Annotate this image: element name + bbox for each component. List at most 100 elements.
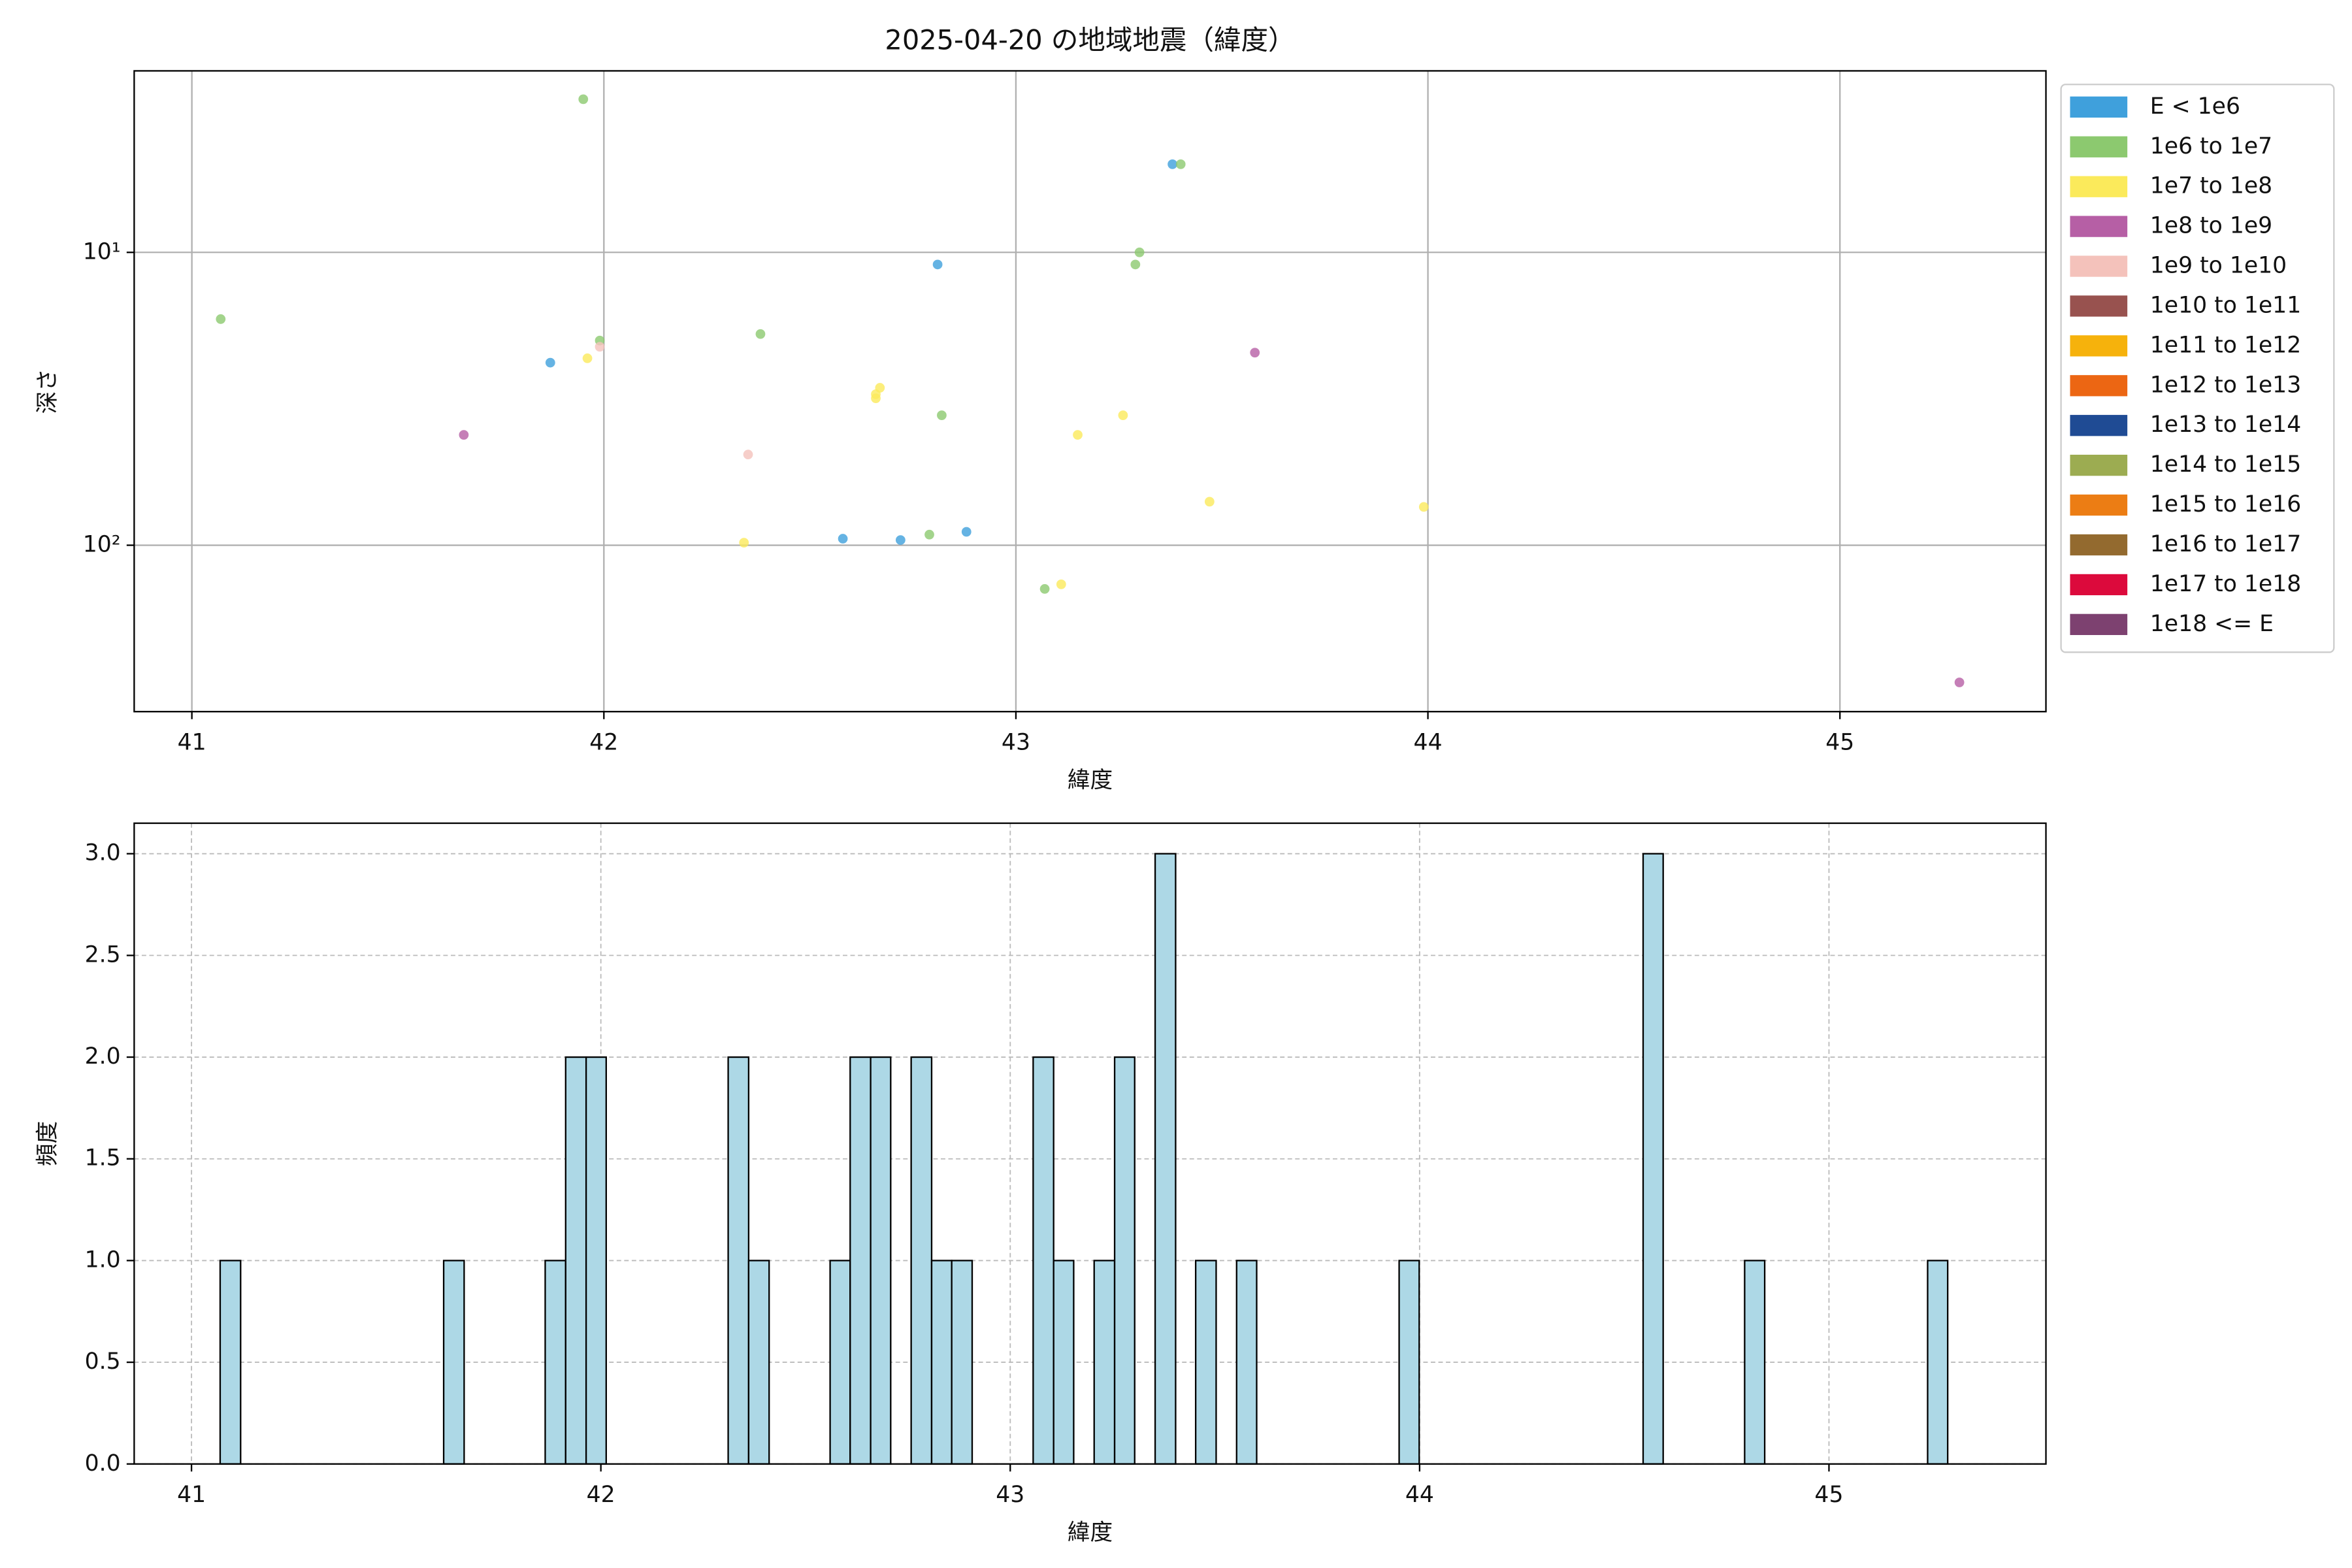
x-tick-label: 44 (1405, 1482, 1434, 1508)
bar (747, 1260, 770, 1465)
point (545, 357, 555, 368)
x-tick-label: 42 (587, 1482, 615, 1508)
point (1056, 580, 1066, 589)
bar (544, 1260, 566, 1465)
bar (1235, 1260, 1258, 1465)
point (755, 329, 766, 339)
point (1954, 678, 1965, 687)
chart-title: 2025-04-20 の地域地震（緯度） (885, 24, 1295, 56)
legend-label: 1e15 to 1e16 (2150, 491, 2301, 517)
axes-frame (133, 822, 2047, 1465)
legend-swatch (2070, 216, 2128, 237)
legend-swatch (2070, 415, 2128, 436)
x-axis-label: 緯度 (1068, 767, 1113, 793)
legend-swatch (2070, 534, 2128, 556)
legend-swatch (2070, 375, 2128, 397)
bar (727, 1056, 750, 1465)
plot-area (126, 823, 2046, 1472)
point (875, 383, 885, 393)
point (1204, 497, 1215, 507)
bar (1927, 1260, 1949, 1465)
point (1039, 584, 1050, 594)
legend-label: 1e10 to 1e11 (2150, 292, 2301, 318)
legend-swatch (2070, 574, 2128, 596)
y-tick-label: 2.0 (85, 1043, 121, 1070)
y-tick-label: 1.5 (85, 1145, 121, 1171)
bar (585, 1056, 607, 1465)
legend-box (2060, 84, 2335, 653)
x-tick-label: 45 (1825, 730, 1854, 756)
point (739, 538, 749, 547)
y-tick-label: 0.0 (85, 1450, 121, 1477)
bar (442, 1260, 465, 1465)
bar (1032, 1056, 1054, 1465)
point (595, 342, 605, 352)
point (216, 314, 226, 324)
point (578, 94, 589, 105)
y-tick-label: 0.5 (85, 1348, 121, 1375)
bar (1093, 1260, 1116, 1465)
legend-swatch (2070, 255, 2128, 277)
point (1250, 348, 1260, 358)
point (1418, 502, 1429, 512)
bar (951, 1260, 973, 1465)
bar (564, 1056, 587, 1465)
point (459, 430, 469, 440)
legend-label: 1e9 to 1e10 (2150, 253, 2287, 279)
legend-swatch (2070, 613, 2128, 635)
legend-label: 1e13 to 1e14 (2150, 412, 2301, 438)
y-tick-label: 10² (83, 532, 121, 558)
bar (1053, 1260, 1075, 1465)
point (961, 527, 972, 537)
y-tick-label: 3.0 (85, 840, 121, 866)
point (895, 535, 906, 545)
legend-label: 1e6 to 1e7 (2150, 133, 2272, 159)
legend-swatch (2070, 96, 2128, 118)
bar (219, 1260, 242, 1465)
legend-label: 1e16 to 1e17 (2150, 531, 2301, 557)
legend-label: 1e11 to 1e12 (2150, 332, 2301, 358)
point (1134, 247, 1145, 257)
legend-swatch (2070, 494, 2128, 516)
bar (910, 1056, 933, 1465)
bar (1398, 1260, 1420, 1465)
point (871, 393, 881, 404)
bar (1154, 853, 1177, 1465)
legend-label: 1e18 <= E (2150, 611, 2274, 637)
x-tick-label: 44 (1414, 730, 1443, 756)
legend-swatch (2070, 335, 2128, 357)
bar (1642, 853, 1664, 1465)
x-tick-label: 43 (1002, 730, 1030, 756)
y-axis-label: 深さ (35, 368, 61, 414)
x-tick-label: 43 (996, 1482, 1024, 1508)
point (932, 259, 943, 270)
legend-swatch (2070, 136, 2128, 157)
bar (930, 1260, 953, 1465)
point (1168, 159, 1177, 169)
legend-label: 1e8 to 1e9 (2150, 213, 2272, 239)
bar (849, 1056, 872, 1465)
x-tick-label: 45 (1814, 1482, 1843, 1508)
legend-label: 1e17 to 1e18 (2150, 571, 2301, 597)
y-tick-label: 2.5 (85, 941, 121, 968)
legend-swatch (2070, 176, 2128, 197)
legend-label: E < 1e6 (2150, 93, 2240, 120)
bar (829, 1260, 851, 1465)
bar (1113, 1056, 1135, 1465)
point (582, 353, 593, 363)
point (924, 529, 934, 540)
legend-label: 1e12 to 1e13 (2150, 372, 2301, 398)
point (1073, 430, 1083, 440)
y-axis-label: 頻度 (35, 1121, 61, 1166)
x-tick-label: 41 (177, 1482, 206, 1508)
x-tick-label: 42 (589, 730, 618, 756)
x-axis-label: 緯度 (1068, 1520, 1113, 1546)
y-tick-label: 1.0 (85, 1247, 121, 1273)
point (1175, 159, 1186, 169)
bar (870, 1056, 892, 1465)
point (1118, 410, 1128, 421)
point (937, 410, 947, 421)
legend-swatch (2070, 295, 2128, 317)
